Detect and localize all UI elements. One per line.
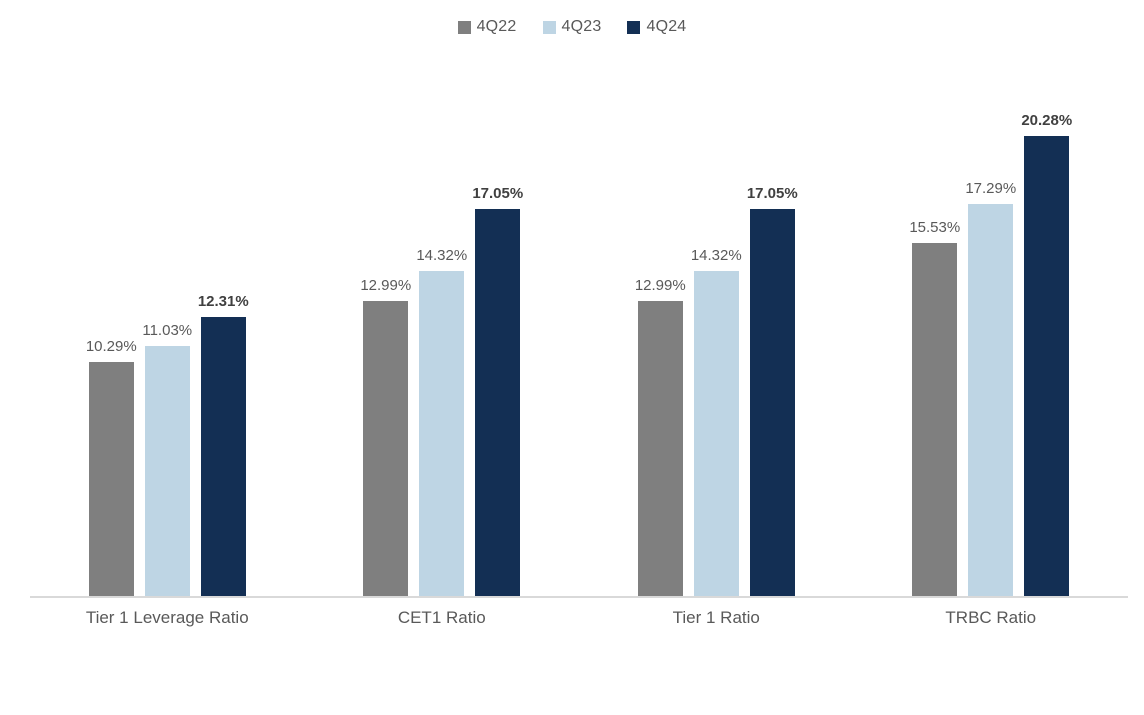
legend-label: 4Q24 xyxy=(646,18,687,35)
bar-group-cet1-ratio: 12.99% 14.32% 17.05% xyxy=(305,75,580,596)
bar-group-trbc-ratio: 15.53% 17.29% 20.28% xyxy=(854,75,1129,596)
x-axis-label-tier-1-leverage-ratio: Tier 1 Leverage Ratio xyxy=(85,608,249,627)
bar-rect-4q22 xyxy=(912,243,958,596)
bar-rect-4q23 xyxy=(968,204,1014,596)
bar: 17.29% xyxy=(963,180,1019,596)
bar-group-tier-1-leverage-ratio: 10.29% 11.03% 12.31% xyxy=(30,75,305,596)
x-axis-label-cet1-ratio: CET1 Ratio xyxy=(397,608,486,627)
x-axis-label-tier-1-ratio: Tier 1 Ratio xyxy=(672,608,760,627)
bar: 12.99% xyxy=(358,277,414,596)
bar-group-tier-1-ratio: 12.99% 14.32% 17.05% xyxy=(579,75,854,596)
bar-value-label: 14.32% xyxy=(690,247,742,264)
bar-value-label: 17.05% xyxy=(746,185,798,202)
legend-label: 4Q23 xyxy=(561,18,602,35)
bar-value-label: 17.29% xyxy=(965,180,1017,197)
bar-rect-4q24 xyxy=(749,209,795,596)
bar-value-label: 15.53% xyxy=(909,219,961,236)
bar: 10.29% xyxy=(83,338,139,596)
bar: 14.32% xyxy=(414,247,470,596)
bar-rect-4q24 xyxy=(200,317,246,596)
bar-rect-4q23 xyxy=(144,346,190,596)
bar-value-label: 17.05% xyxy=(472,185,524,202)
bar: 17.05% xyxy=(470,185,526,596)
bar-value-label: 10.29% xyxy=(85,338,137,355)
bar-value-label: 12.99% xyxy=(634,277,686,294)
bar: 14.32% xyxy=(688,247,744,596)
bar-value-label: 14.32% xyxy=(416,247,468,264)
legend-swatch-4q23 xyxy=(542,20,556,34)
bar: 15.53% xyxy=(907,219,963,596)
bar: 20.28% xyxy=(1019,112,1075,596)
x-axis-labels: Tier 1 Leverage Ratio CET1 Ratio Tier 1 Ra… xyxy=(30,608,1128,628)
bar: 12.31% xyxy=(195,293,251,596)
legend-item-4q24: 4Q24 xyxy=(627,18,686,36)
bar-rect-4q22 xyxy=(637,301,683,596)
bar-value-label: 12.99% xyxy=(360,277,412,294)
bar-rect-4q24 xyxy=(475,209,521,596)
legend-item-4q22: 4Q22 xyxy=(457,18,517,36)
legend-swatch-4q22 xyxy=(457,20,471,34)
bar: 12.99% xyxy=(632,277,688,596)
bar-rect-4q23 xyxy=(693,271,739,596)
bar: 17.05% xyxy=(744,185,800,596)
plot-area: 10.29% 11.03% 12.31% 12.99% 14.32% 17.05% 12.9… xyxy=(30,75,1128,598)
bar-value-label: 11.03% xyxy=(142,322,193,339)
legend-swatch-4q24 xyxy=(627,20,641,34)
bar-value-label: 20.28% xyxy=(1021,112,1073,129)
bar-rect-4q23 xyxy=(419,271,465,596)
legend-label: 4Q22 xyxy=(476,18,517,35)
bar: 11.03% xyxy=(139,322,195,596)
chart-legend: 4Q22 4Q23 4Q24 xyxy=(0,18,1144,36)
x-axis-label-trbc-ratio: TRBC Ratio xyxy=(945,608,1037,627)
bar-rect-4q22 xyxy=(363,301,409,596)
bar-value-label: 12.31% xyxy=(197,293,249,310)
legend-item-4q23: 4Q23 xyxy=(542,18,602,36)
bar-rect-4q22 xyxy=(88,362,134,596)
bar-rect-4q24 xyxy=(1024,136,1070,596)
